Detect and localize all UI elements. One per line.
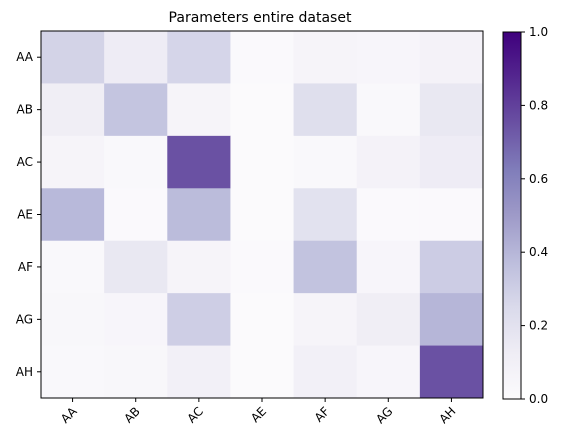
heatmap-cell-AG-AC [167,293,231,347]
chart-title: Parameters entire dataset [169,10,352,26]
heatmap-cell-AE-AB [104,188,168,242]
heatmap-cell-AA-AH [419,31,484,84]
heatmap-cell-AC-AC [167,135,231,189]
heatmap-cell-AB-AB [104,83,168,137]
colorbar-tick-label: 0.6 [529,172,548,186]
x-axis: AA AB AC AE AF AG AH [58,398,459,426]
heatmap-cell-AE-AG [356,188,421,242]
heatmap-cell-AF-AC [167,240,231,294]
heatmap-cell-AB-AG [356,83,421,137]
heatmap-cell-AC-AE [230,135,295,189]
colorbar-tick-label: 1.0 [529,25,548,39]
heatmap-cell-AH-AG [356,345,421,399]
heatmap-cell-AG-AE [230,293,295,347]
y-axis: AA AB AC AE AF AG AH [16,50,41,379]
y-tick-label: AC [17,155,33,169]
heatmap-cell-AF-AG [356,240,421,294]
y-tick-label: AF [18,260,33,274]
heatmap-cell-AC-AF [293,135,358,189]
heatmap-cell-AA-AE [230,31,295,84]
heatmap-cell-AE-AE [230,188,295,242]
colorbar [502,31,522,400]
heatmap-cell-AF-AA [41,240,105,294]
heatmap-cell-AF-AE [230,240,295,294]
heatmap-cell-AB-AC [167,83,231,137]
x-tick-label: AE [248,404,269,425]
heatmap-cell-AG-AB [104,293,168,347]
x-tick-label: AH [436,404,458,426]
x-tick-label: AF [312,404,333,425]
heatmap-cell-AC-AG [356,135,421,189]
heatmap-cell-AH-AH [419,345,484,399]
heatmap-cell-AF-AH [419,240,484,294]
x-tick-label: AB [121,404,143,426]
heatmap-cell-AB-AA [41,83,105,137]
heatmap-cell-AB-AE [230,83,295,137]
heatmap-cell-AC-AA [41,135,105,189]
y-tick-label: AB [17,103,33,117]
x-tick-label: AC [184,404,205,425]
y-tick-label: AG [16,312,33,326]
heatmap-cell-AB-AF [293,83,358,137]
x-tick-label: AA [58,404,80,426]
colorbar-axis: 0.0 0.2 0.4 0.6 0.8 1.0 [521,25,548,406]
heatmap-cell-AC-AB [104,135,168,189]
heatmap-cell-AA-AG [356,31,421,84]
heatmap-cell-AG-AH [419,293,484,347]
colorbar-tick-label: 0.4 [529,245,548,259]
heatmap-cell-AA-AB [104,31,168,84]
heatmap-cell-AH-AA [41,345,105,399]
heatmap-cell-AE-AH [419,188,484,242]
heatmap-cells [41,31,484,399]
heatmap-cell-AE-AC [167,188,231,242]
heatmap-cell-AG-AA [41,293,105,347]
colorbar-tick-label: 0.2 [529,319,548,333]
x-tick-label: AG [373,404,395,426]
heatmap-cell-AA-AC [167,31,231,84]
heatmap-cell-AA-AF [293,31,358,84]
colorbar-tick-label: 0.0 [529,392,548,406]
heatmap-cell-AH-AF [293,345,358,399]
y-tick-label: AA [16,50,34,64]
y-tick-label: AE [17,208,33,222]
heatmap-cell-AF-AB [104,240,168,294]
heatmap-cell-AE-AA [41,188,105,242]
heatmap-cell-AG-AG [356,293,421,347]
heatmap-cell-AG-AF [293,293,358,347]
heatmap-cell-AE-AF [293,188,358,242]
heatmap-cell-AC-AH [419,135,484,189]
heatmap-cell-AB-AH [419,83,484,137]
y-tick-label: AH [16,365,33,379]
heatmap-cell-AA-AA [41,31,105,84]
heatmap-cell-AH-AC [167,345,231,399]
heatmap-cell-AH-AB [104,345,168,399]
heatmap-cell-AH-AE [230,345,295,399]
colorbar-tick-label: 0.8 [529,98,548,112]
heatmap-cell-AF-AF [293,240,358,294]
